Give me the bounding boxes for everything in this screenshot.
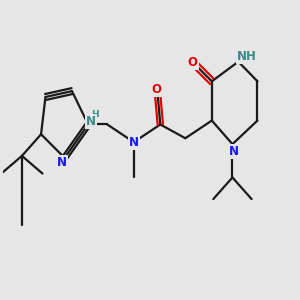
Text: N: N (129, 136, 139, 148)
Text: N: N (57, 156, 67, 169)
Text: O: O (151, 82, 161, 96)
Text: NH: NH (237, 50, 256, 64)
Text: O: O (188, 56, 198, 69)
Text: H: H (91, 110, 98, 119)
Text: N: N (229, 145, 239, 158)
Text: N: N (86, 115, 96, 128)
